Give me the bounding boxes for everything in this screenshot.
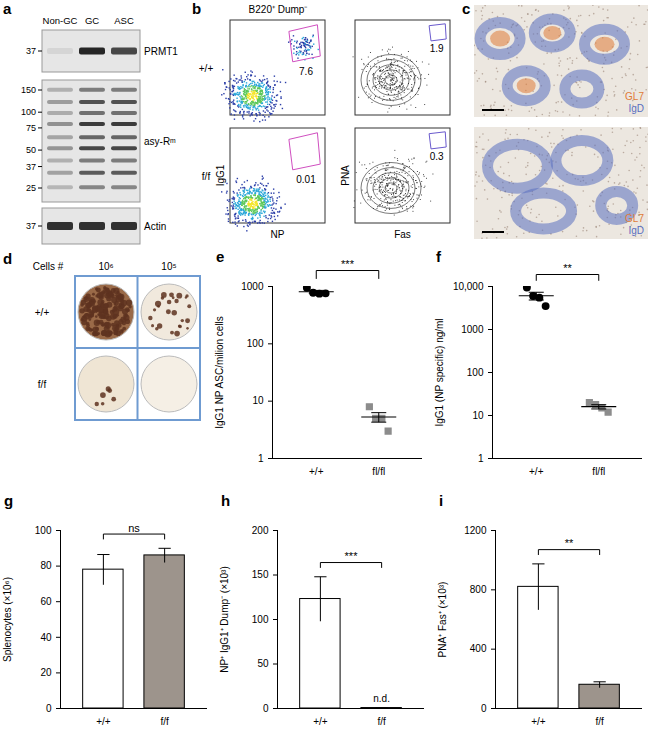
svg-text:Splenocytes (×10⁶): Splenocytes (×10⁶) — [2, 577, 13, 662]
svg-text:1: 1 — [258, 453, 264, 464]
svg-text:1.9: 1.9 — [430, 43, 444, 54]
svg-text:1: 1 — [478, 453, 484, 464]
svg-text:PNA: PNA — [340, 165, 351, 186]
svg-text:ns: ns — [128, 522, 140, 534]
svg-text:10,000: 10,000 — [453, 281, 484, 292]
svg-text:IgG1: IgG1 — [215, 164, 226, 186]
svg-text:+/+: +/+ — [309, 466, 324, 477]
svg-text:IgD: IgD — [628, 225, 644, 236]
svg-text:50: 50 — [26, 145, 36, 155]
svg-text:NP⁺ IgG1⁺ Dump⁻ (×10³): NP⁺ IgG1⁺ Dump⁻ (×10³) — [219, 566, 230, 673]
svg-text:NP: NP — [271, 229, 285, 240]
svg-text:0: 0 — [481, 703, 487, 714]
svg-text:a: a — [3, 0, 12, 17]
svg-text:60: 60 — [40, 596, 52, 607]
svg-text:Cells #: Cells # — [33, 261, 64, 272]
svg-text:150: 150 — [21, 85, 36, 95]
svg-text:800: 800 — [470, 584, 487, 595]
svg-text:f/f: f/f — [38, 379, 47, 390]
svg-text:ASC: ASC — [114, 15, 134, 26]
svg-text:25: 25 — [26, 183, 36, 193]
svg-text:PRMT1: PRMT1 — [144, 46, 178, 57]
svg-text:200: 200 — [252, 525, 269, 536]
svg-text:1000: 1000 — [241, 281, 264, 292]
svg-text:0: 0 — [46, 703, 52, 714]
html-text:i: i — [439, 492, 444, 509]
svg-text:+/+: +/+ — [529, 466, 544, 477]
svg-text:GC: GC — [85, 15, 99, 26]
svg-text:40: 40 — [40, 632, 52, 643]
svg-text:100: 100 — [247, 338, 264, 349]
svg-text:100: 100 — [467, 367, 484, 378]
svg-text:n.d.: n.d. — [373, 693, 390, 704]
svg-text:fl/fl: fl/fl — [372, 466, 385, 477]
svg-text:d: d — [3, 250, 12, 267]
svg-text:**: ** — [563, 262, 572, 274]
svg-text:37: 37 — [26, 221, 36, 231]
svg-text:f/f: f/f — [202, 171, 211, 182]
svg-text:0.01: 0.01 — [296, 174, 316, 185]
svg-text:100: 100 — [252, 614, 269, 625]
svg-text:f/f: f/f — [160, 716, 169, 727]
svg-text:+/+: +/+ — [96, 716, 111, 727]
svg-text:1200: 1200 — [464, 525, 487, 536]
svg-text:10: 10 — [252, 395, 264, 406]
html-text:f: f — [436, 248, 441, 265]
svg-text:PNA⁺ Fas⁺ (×10³): PNA⁺ Fas⁺ (×10³) — [437, 582, 448, 658]
svg-text:**: ** — [565, 537, 574, 549]
svg-text:7.6: 7.6 — [299, 66, 313, 77]
svg-text:GL7: GL7 — [625, 213, 644, 224]
svg-text:1000: 1000 — [461, 324, 484, 335]
html-text:e: e — [216, 248, 225, 265]
svg-text:100: 100 — [21, 107, 36, 117]
svg-text:f/f: f/f — [595, 716, 604, 727]
svg-text:Actin: Actin — [144, 221, 166, 232]
svg-text:75: 75 — [26, 123, 36, 133]
svg-text:GL7: GL7 — [625, 91, 644, 102]
svg-text:20: 20 — [40, 667, 52, 678]
svg-text:B220⁺ Dump⁻: B220⁺ Dump⁻ — [249, 4, 309, 15]
svg-text:+/+: +/+ — [531, 716, 546, 727]
svg-text:***: *** — [341, 258, 355, 270]
svg-text:***: *** — [345, 550, 359, 562]
svg-text:fl/fl: fl/fl — [592, 466, 605, 477]
svg-text:b: b — [192, 0, 201, 17]
svg-text:f/f: f/f — [377, 716, 386, 727]
svg-text:37: 37 — [26, 162, 36, 172]
html-text:h: h — [221, 492, 231, 509]
svg-text:100: 100 — [35, 525, 52, 536]
svg-text:Non-GC: Non-GC — [43, 15, 78, 26]
svg-text:IgD: IgD — [628, 103, 644, 114]
svg-text:Fas: Fas — [394, 229, 411, 240]
svg-text:37: 37 — [26, 46, 36, 56]
svg-text:c: c — [462, 0, 470, 17]
svg-text:400: 400 — [470, 643, 487, 654]
svg-text:10: 10 — [472, 410, 484, 421]
svg-text:IgG1 (NP specific) ng/ml: IgG1 (NP specific) ng/ml — [434, 318, 445, 426]
svg-text:50: 50 — [257, 658, 269, 669]
svg-text:0: 0 — [263, 703, 269, 714]
svg-text:10⁶: 10⁶ — [98, 261, 113, 272]
html-text:g: g — [4, 492, 14, 509]
svg-text:0.3: 0.3 — [430, 151, 444, 162]
svg-text:150: 150 — [252, 569, 269, 580]
svg-text:80: 80 — [40, 560, 52, 571]
svg-text:+/+: +/+ — [313, 716, 328, 727]
svg-text:IgG1 NP ASC/milion cells: IgG1 NP ASC/milion cells — [214, 316, 225, 429]
svg-text:10⁵: 10⁵ — [161, 261, 176, 272]
svg-text:asy-Rᵐ: asy-Rᵐ — [144, 136, 176, 147]
svg-text:+/+: +/+ — [35, 307, 50, 318]
svg-text:+/+: +/+ — [199, 63, 214, 74]
